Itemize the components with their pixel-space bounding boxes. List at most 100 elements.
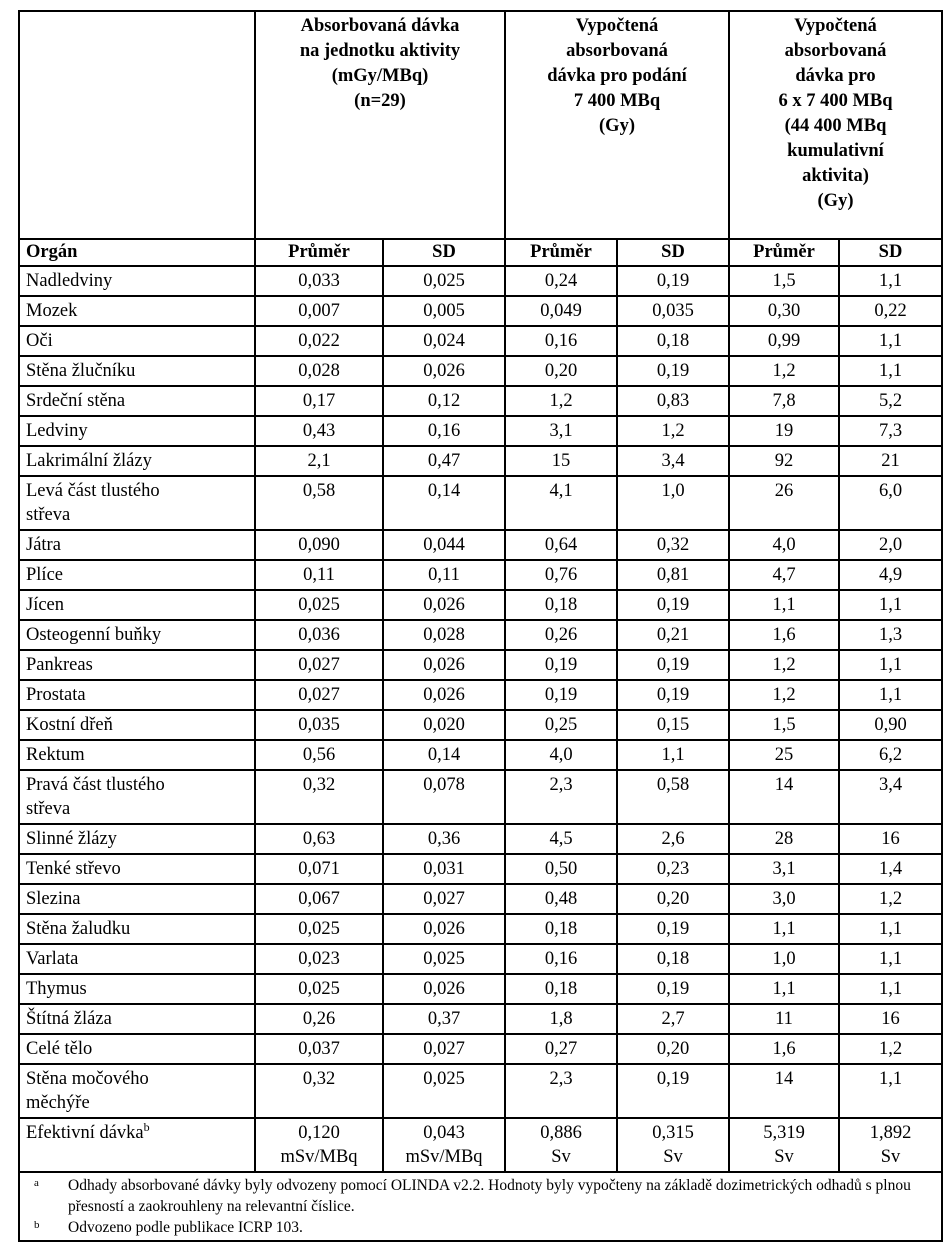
value-cell: 0,19 (504, 649, 618, 681)
value-cell: 3,1 (504, 415, 618, 447)
value-cell: 14 (728, 769, 840, 825)
value-cell: 0,067 (254, 883, 384, 915)
organ-cell: Osteogenní buňky (18, 619, 256, 651)
table-row: Ledviny 0,43 0,16 3,1 1,2 19 7,3 (18, 415, 943, 447)
value-cell: 1,5 (728, 265, 840, 297)
value-cell: 1,1 (838, 1063, 943, 1119)
value-cell: 0,16 (504, 943, 618, 975)
value-cell: 0,26 (254, 1003, 384, 1035)
value-cell: 0,63 (254, 823, 384, 855)
value-cell: 0,50 (504, 853, 618, 885)
value-cell: 16 (838, 1003, 943, 1035)
value-cell: 0,48 (504, 883, 618, 915)
value-cell: 0,23 (616, 853, 730, 885)
footnote: b Odvozeno podle publikace ICRP 103. (26, 1217, 935, 1238)
value-cell: 0,21 (616, 619, 730, 651)
value-cell: 0,25 (504, 709, 618, 741)
table-row: Plíce 0,11 0,11 0,76 0,81 4,7 4,9 (18, 559, 943, 591)
value-cell: 0,022 (254, 325, 384, 357)
organ-cell: Celé tělo (18, 1033, 256, 1065)
column-header-sd-2: SD (616, 238, 730, 267)
value-cell: 3,4 (616, 445, 730, 477)
group-header-absorbed-dose-per-activity: Absorbovaná dávka na jednotku aktivity (… (254, 10, 506, 240)
value-cell: 0,033 (254, 265, 384, 297)
table-row: Pankreas 0,027 0,026 0,19 0,19 1,2 1,1 (18, 649, 943, 681)
value-cell: 0,027 (254, 649, 384, 681)
value-cell: 0,37 (382, 1003, 506, 1035)
value-cell: 1,1 (838, 325, 943, 357)
value-cell: 0,36 (382, 823, 506, 855)
value-cell: 0,43 (254, 415, 384, 447)
value-cell: 1,0 (616, 475, 730, 531)
value-cell: 15 (504, 445, 618, 477)
value-cell: 0,64 (504, 529, 618, 561)
organ-cell: Slezina (18, 883, 256, 915)
organ-cell: Mozek (18, 295, 256, 327)
value-cell: 0,12 (382, 385, 506, 417)
organ-cell: Stěna žlučníku (18, 355, 256, 387)
value-cell: 1,1 (838, 355, 943, 387)
value-cell: 0,078 (382, 769, 506, 825)
value-cell: 4,7 (728, 559, 840, 591)
value-cell: 0,17 (254, 385, 384, 417)
dosimetry-table: Absorbovaná dávka na jednotku aktivity (… (18, 10, 943, 1242)
organ-cell: Srdeční stěna (18, 385, 256, 417)
value-cell: 0,26 (504, 619, 618, 651)
value-cell: 4,0 (728, 529, 840, 561)
value-cell: 0,025 (254, 973, 384, 1005)
value-cell: 0,026 (382, 973, 506, 1005)
value-cell: 0,18 (504, 973, 618, 1005)
value-cell: 1,1 (838, 649, 943, 681)
column-header-mean-1: Průměr (254, 238, 384, 267)
value-cell: 0,026 (382, 913, 506, 945)
value-cell: 0,20 (616, 883, 730, 915)
value-cell: 0,031 (382, 853, 506, 885)
organ-cell: Oči (18, 325, 256, 357)
value-cell: 0,32 (254, 769, 384, 825)
corner-cell (18, 10, 256, 240)
value-cell: 1,0 (728, 943, 840, 975)
group-header-dose-cumulative: Vypočtená absorbovaná dávka pro 6 x 7 40… (728, 10, 943, 240)
value-cell: 0,16 (504, 325, 618, 357)
footnote-text: Odvozeno podle publikace ICRP 103. (68, 1219, 303, 1236)
organ-cell: Pravá část tlustého střeva (18, 769, 256, 825)
organ-cell: Játra (18, 529, 256, 561)
footnote: a Odhady absorbované dávky byly odvozeny … (26, 1175, 935, 1217)
value-cell: 1,6 (728, 619, 840, 651)
table-row: Kostní dřeň 0,035 0,020 0,25 0,15 1,5 0,90 (18, 709, 943, 741)
value-cell: 0,32 (254, 1063, 384, 1119)
value-cell: 0,15 (616, 709, 730, 741)
value-cell: 0,005 (382, 295, 506, 327)
value-cell: 0,025 (254, 589, 384, 621)
column-header-row: Orgán Průměr SD Průměr SD Průměr SD (18, 238, 943, 267)
value-cell: 1,2 (728, 355, 840, 387)
value-cell: 1,3 (838, 619, 943, 651)
value-cell: 1,1 (838, 913, 943, 945)
organ-cell: Varlata (18, 943, 256, 975)
value-cell: 0,19 (616, 265, 730, 297)
value-cell: 0,19 (616, 589, 730, 621)
table-row: Rektum 0,56 0,14 4,0 1,1 25 6,2 (18, 739, 943, 771)
organ-cell: Tenké střevo (18, 853, 256, 885)
column-header-mean-3: Průměr (728, 238, 840, 267)
organ-cell: Pankreas (18, 649, 256, 681)
value-cell: 0,024 (382, 325, 506, 357)
value-cell: 1,1 (616, 739, 730, 771)
value-cell: 11 (728, 1003, 840, 1035)
organ-cell: Plíce (18, 559, 256, 591)
value-cell: 1,2 (838, 1033, 943, 1065)
table-row: Efektivní dávkab 0,120 mSv/MBq 0,043 mSv/M… (18, 1117, 943, 1173)
value-cell: 0,027 (382, 1033, 506, 1065)
organ-cell: Ledviny (18, 415, 256, 447)
footnote-marker-reference: b (143, 1119, 150, 1134)
table-row: Oči 0,022 0,024 0,16 0,18 0,99 1,1 (18, 325, 943, 357)
footnote-row: a Odhady absorbované dávky byly odvozeny … (18, 1171, 943, 1242)
table-row: Celé tělo 0,037 0,027 0,27 0,20 1,6 1,2 (18, 1033, 943, 1065)
organ-cell: Prostata (18, 679, 256, 711)
value-cell: 0,58 (616, 769, 730, 825)
organ-cell: Thymus (18, 973, 256, 1005)
table-row: Prostata 0,027 0,026 0,19 0,19 1,2 1,1 (18, 679, 943, 711)
organ-cell: Levá část tlustého střeva (18, 475, 256, 531)
value-cell: 0,18 (504, 913, 618, 945)
